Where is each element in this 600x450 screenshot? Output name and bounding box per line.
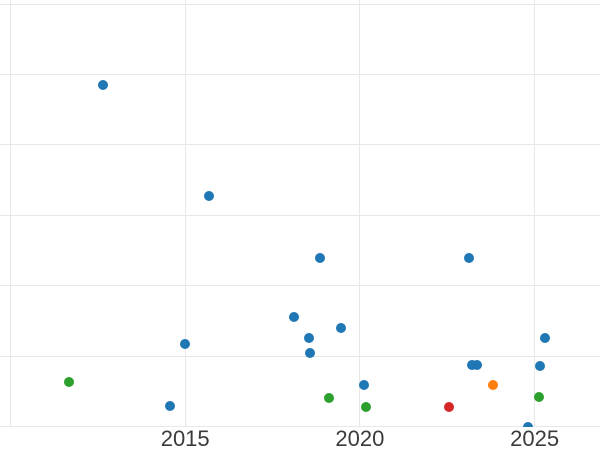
x-tick-label-2020: 2020 <box>335 426 385 450</box>
data-point-blue <box>164 401 175 412</box>
data-point-blue <box>522 422 533 427</box>
data-point-red <box>444 402 455 413</box>
x-tick-label-2015: 2015 <box>160 426 210 450</box>
horizontal-gridline <box>0 144 600 146</box>
data-point-green <box>360 402 371 413</box>
data-point-blue <box>303 332 314 343</box>
data-point-green <box>63 377 74 388</box>
vertical-gridline <box>359 0 361 427</box>
horizontal-gridline <box>0 214 600 216</box>
data-point-blue <box>336 322 347 333</box>
data-point-green <box>324 392 335 403</box>
data-point-blue <box>288 312 299 323</box>
vertical-gridline <box>534 0 536 427</box>
horizontal-gridline <box>0 3 600 5</box>
data-point-blue <box>463 253 474 264</box>
data-point-blue <box>359 379 370 390</box>
data-point-green <box>533 391 544 402</box>
data-point-blue <box>180 339 191 350</box>
data-point-blue <box>534 360 545 371</box>
horizontal-gridline <box>0 425 600 427</box>
horizontal-gridline <box>0 73 600 76</box>
data-point-blue <box>304 348 315 359</box>
data-point-blue <box>203 190 214 201</box>
horizontal-gridline <box>0 285 600 287</box>
vertical-gridline <box>184 0 186 427</box>
data-point-blue <box>540 332 551 343</box>
data-point-orange <box>487 379 498 390</box>
x-tick-label-2025: 2025 <box>510 426 560 450</box>
data-point-blue <box>471 359 482 370</box>
plot-area <box>0 0 600 427</box>
vertical-gridline <box>9 0 12 427</box>
horizontal-gridline <box>0 355 600 357</box>
data-point-blue <box>98 80 109 91</box>
data-point-blue <box>314 253 325 264</box>
